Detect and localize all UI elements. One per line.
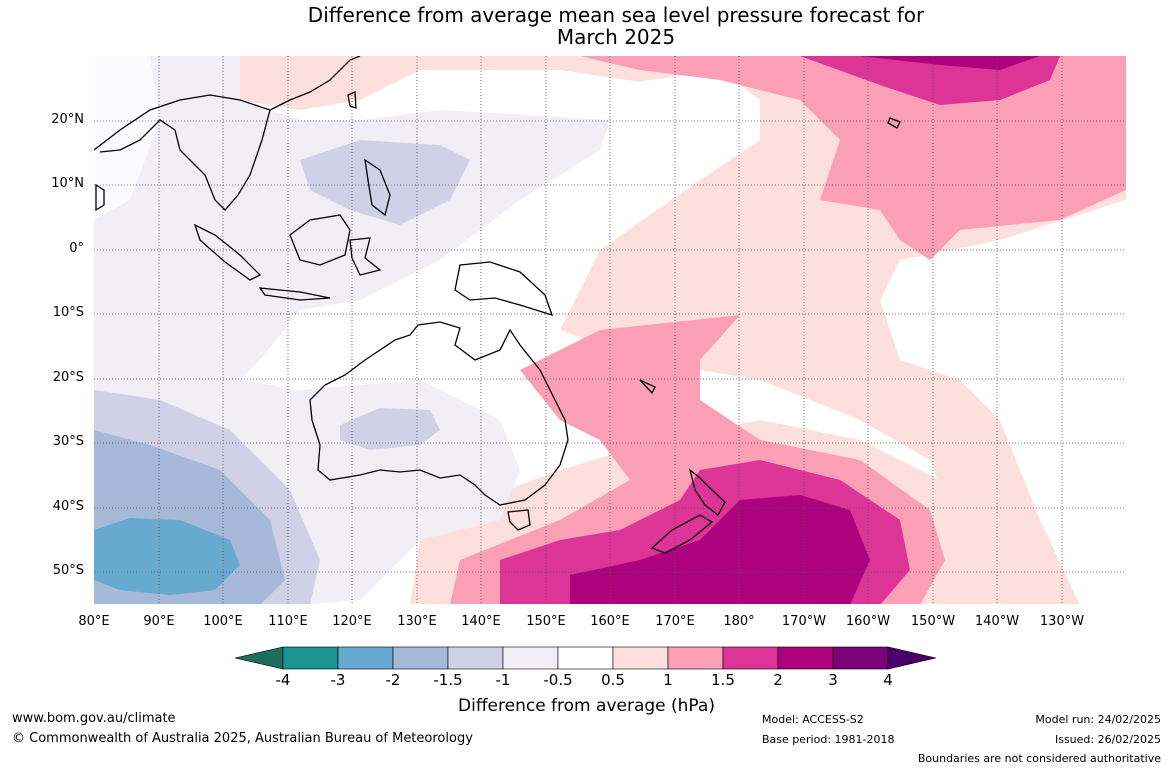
sri-lanka-coastline: [95, 183, 105, 212]
model-run-date: Model run: 24/02/2025: [1035, 713, 1161, 726]
new-zealand-south: [650, 514, 714, 554]
lat-label-0: 0°: [69, 241, 84, 256]
colorbar-label: Difference from average (hPa): [458, 696, 715, 716]
taiwan-coastline: [347, 91, 357, 109]
colorbar-tick: 2: [773, 671, 783, 689]
colorbar-tick: 1.5: [711, 671, 735, 689]
lon-label-130e: 130°E: [397, 614, 437, 629]
zone-purple-south: [570, 495, 870, 604]
philippines-coastline: [364, 158, 391, 217]
colorbar-swatch: [722, 646, 779, 670]
new-guinea-coastline: [454, 261, 554, 317]
colorbar-extend-low: [234, 646, 284, 670]
colorbar-swatch: [667, 646, 724, 670]
colorbar-tick: -0.5: [543, 671, 573, 689]
colorbar-tick: 3: [828, 671, 838, 689]
lon-label-130w: 130°W: [1039, 614, 1085, 629]
lon-label-100e: 100°E: [203, 614, 243, 629]
borneo-coastline: [289, 214, 351, 266]
hawaii-coastline: [887, 117, 901, 129]
zone-pink-mid-north: [580, 56, 1126, 260]
lat-label-50s: 50°S: [52, 563, 84, 578]
lon-label-90e: 90°E: [143, 614, 175, 629]
lat-label-20s: 20°S: [52, 370, 84, 385]
zone-light-blue-aus: [340, 408, 440, 450]
sulawesi-coastline: [349, 237, 382, 276]
lat-label-40s: 40°S: [52, 499, 84, 514]
new-caledonia-coastline: [639, 379, 656, 395]
lon-label-170w: 170°W: [781, 614, 827, 629]
colorbar-swatch: [392, 646, 449, 670]
colorbar-swatch: [282, 646, 339, 670]
new-zealand-north: [688, 468, 726, 516]
lat-label-10s: 10°S: [52, 305, 84, 320]
colorbar-tick: -2: [385, 671, 401, 689]
lon-label-160w: 160°W: [845, 614, 891, 629]
se-asia-coastline: [94, 56, 361, 211]
anomaly-field: [94, 56, 1126, 604]
colorbar-swatch: [447, 646, 504, 670]
gridlines: [94, 56, 1126, 605]
colorbar-tick: 1: [663, 671, 673, 689]
lat-label-20n: 20°N: [51, 112, 84, 127]
colorbar-extend-high: [887, 646, 937, 670]
colorbar-tick: -3: [330, 671, 346, 689]
colorbar-tick: -1: [495, 671, 511, 689]
lon-label-140e: 140°E: [461, 614, 501, 629]
colorbar: [234, 646, 937, 670]
lon-label-110e: 110°E: [268, 614, 308, 629]
sumatra-coastline: [193, 223, 262, 281]
lat-label-10n: 10°N: [51, 176, 84, 191]
colorbar-swatch: [502, 646, 559, 670]
colorbar-tick: -4: [275, 671, 291, 689]
colorbar-tick: 0.5: [601, 671, 625, 689]
australia-coastline: [309, 321, 569, 506]
model-name: Model: ACCESS-S2: [762, 713, 864, 726]
lat-label-30s: 30°S: [52, 434, 84, 449]
lon-label-120e: 120°E: [332, 614, 372, 629]
colorbar-swatch: [832, 646, 889, 670]
title-line-1: Difference from average mean sea level p…: [307, 3, 925, 27]
java-coastline: [258, 287, 331, 301]
title-line-2: March 2025: [556, 25, 676, 49]
website-link[interactable]: www.bom.gov.au/climate: [12, 711, 176, 726]
colorbar-swatch: [337, 646, 394, 670]
colorbar-tick: 4: [883, 671, 893, 689]
lon-label-160e: 160°E: [590, 614, 630, 629]
zone-blue-deep: [94, 518, 240, 595]
copyright-text: © Commonwealth of Australia 2025, Austra…: [12, 731, 473, 746]
lon-label-140w: 140°W: [974, 614, 1020, 629]
colorbar-swatch: [777, 646, 834, 670]
base-period: Base period: 1981-2018: [762, 733, 895, 746]
lon-label-180: 180°: [723, 614, 755, 629]
colorbar-tick: -1.5: [433, 671, 463, 689]
lon-label-80e: 80°E: [78, 614, 110, 629]
lon-label-150w: 150°W: [910, 614, 956, 629]
coastlines: [94, 56, 901, 554]
boundaries-disclaimer: Boundaries are not considered authoritat…: [917, 752, 1161, 765]
zone-white-se-asia: [94, 56, 160, 220]
lon-label-150e: 150°E: [526, 614, 566, 629]
colorbar-swatch: [557, 646, 614, 670]
zone-white-pacific: [880, 200, 1126, 604]
lon-label-170e: 170°E: [655, 614, 695, 629]
map-title: Difference from average mean sea level p…: [0, 4, 1173, 48]
zone-purple-north: [860, 56, 1040, 70]
colorbar-swatch: [612, 646, 669, 670]
issued-date: Issued: 26/02/2025: [1054, 733, 1161, 746]
tasmania-coastline: [507, 509, 531, 531]
